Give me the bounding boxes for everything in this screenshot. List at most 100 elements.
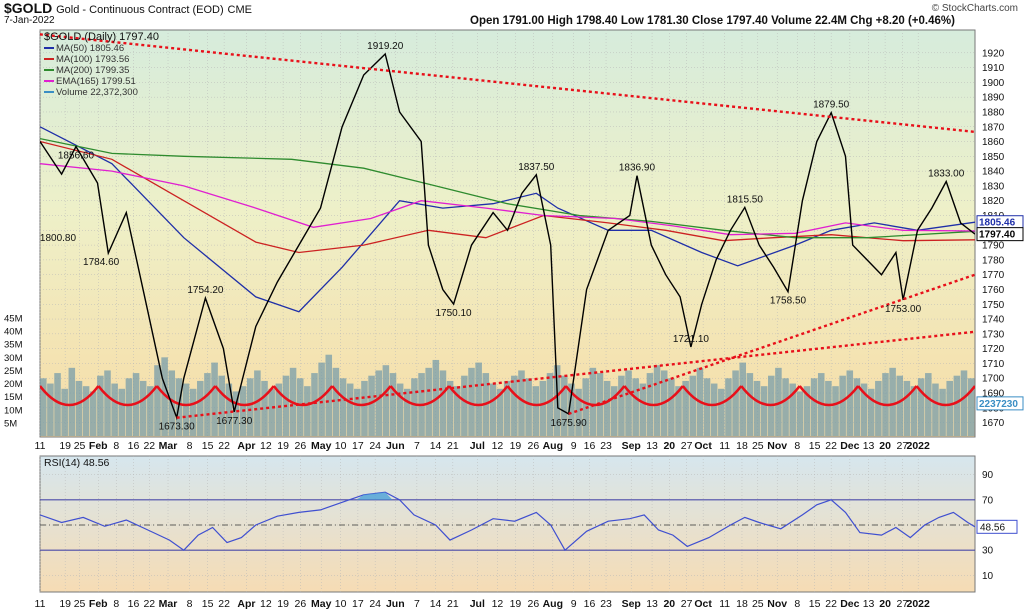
symbol-title: $GOLD Gold - Continuous Contract (EOD) C… xyxy=(4,0,252,16)
volume-bar xyxy=(375,370,382,436)
volume-bar xyxy=(525,378,532,436)
x-tick-label: 19 xyxy=(277,440,289,452)
volume-bar xyxy=(896,375,904,436)
price-tick-label: 1890 xyxy=(982,93,1005,104)
price-tick-label: 1670 xyxy=(982,418,1005,429)
volume-bar xyxy=(404,388,411,436)
x-tick-label-bottom: 10 xyxy=(335,598,347,610)
x-tick-label-bottom: 20 xyxy=(663,598,675,610)
ma-line xyxy=(40,126,975,313)
cycle-arc xyxy=(857,385,918,407)
volume-bar xyxy=(875,380,882,436)
price-annotation: 1758.50 xyxy=(770,296,807,307)
rsi-overbought-fill xyxy=(356,492,393,500)
volume-bar xyxy=(889,367,896,436)
volume-bar xyxy=(639,383,647,436)
rsi-value-badge xyxy=(976,519,1018,534)
x-tick-label-bottom: 13 xyxy=(646,598,658,610)
volume-tick-label: 35M xyxy=(4,340,23,351)
right-badge-label: 1797.40 xyxy=(979,230,1016,241)
volume-bar xyxy=(139,380,147,436)
cycle-arc xyxy=(448,385,509,407)
volume-bar xyxy=(718,388,725,436)
x-tick-label-bottom: 18 xyxy=(736,598,748,610)
price-panel-title: $GOLD (Daily) 1797.40 xyxy=(44,31,159,43)
volume-bar xyxy=(461,375,468,436)
volume-bar xyxy=(760,386,768,436)
price-tick-label: 1740 xyxy=(982,315,1005,326)
volume-bar xyxy=(182,383,190,436)
volume-bar xyxy=(668,378,675,436)
x-tick-label: Feb xyxy=(89,440,108,452)
price-line xyxy=(40,52,975,421)
x-tick-label: 8 xyxy=(113,440,119,452)
x-tick-label-bottom: 8 xyxy=(113,598,119,610)
volume-bar xyxy=(118,388,126,436)
volume-bar xyxy=(703,378,711,436)
x-tick-label: 13 xyxy=(863,440,875,452)
x-tick-label: 8 xyxy=(794,440,800,452)
volume-bar xyxy=(839,375,846,436)
x-tick-label-bottom: 8 xyxy=(187,598,193,610)
volume-bar xyxy=(539,380,547,436)
price-tick-label: 1920 xyxy=(982,48,1005,59)
price-tick-label: 1910 xyxy=(982,63,1005,74)
x-tick-label: 19 xyxy=(59,440,71,452)
x-tick-label-bottom: 19 xyxy=(277,598,289,610)
ma-line xyxy=(40,140,975,254)
x-tick-label: 27 xyxy=(681,440,693,452)
price-annotation: 1784.60 xyxy=(83,257,120,268)
volume-bar xyxy=(154,365,161,436)
volume-bar xyxy=(732,370,739,436)
volume-tick-label: 45M xyxy=(4,314,23,325)
price-annotation: 1675.90 xyxy=(551,418,588,429)
volume-bar xyxy=(246,378,254,436)
x-tick-label: 15 xyxy=(809,440,821,452)
stockcharts-credit: © StockCharts.com xyxy=(931,3,1018,14)
price-grid xyxy=(39,30,975,437)
x-tick-label: Oct xyxy=(694,440,712,452)
x-tick-label: 22 xyxy=(143,440,155,452)
rsi-tick-label: 30 xyxy=(982,546,994,557)
x-tick-label-bottom: 16 xyxy=(584,598,596,610)
x-tick-label: Jun xyxy=(386,440,405,452)
x-tick-label: 12 xyxy=(492,440,504,452)
volume-tick-label: 30M xyxy=(4,353,23,364)
volume-bar xyxy=(917,378,925,436)
x-tick-label-bottom: Jun xyxy=(386,598,405,610)
x-tick-label: 18 xyxy=(736,440,748,452)
volume-bar xyxy=(925,373,932,436)
cycle-arc xyxy=(155,385,217,407)
rsi-tick-label: 90 xyxy=(982,470,994,481)
price-tick-label: 1710 xyxy=(982,359,1005,370)
volume-bar xyxy=(197,380,204,436)
price-annotation: 1836.90 xyxy=(619,163,656,174)
price-annotation: 1721.10 xyxy=(673,334,710,345)
price-tick-label: 1720 xyxy=(982,344,1005,355)
volume-bar xyxy=(161,357,168,436)
x-tick-label: 25 xyxy=(74,440,86,452)
volume-bar xyxy=(211,362,218,436)
x-tick-label: 2022 xyxy=(907,440,931,452)
price-annotations: 1919.20 1856.60 1800.80 1784.60 1754.20 1673.… xyxy=(40,41,965,433)
price-annotation: 1919.20 xyxy=(367,41,404,52)
x-tick-label: 20 xyxy=(879,440,891,452)
x-tick-label-bottom: May xyxy=(311,598,332,610)
x-tick-label-bottom: 2022 xyxy=(907,598,931,610)
price-tick-label: 1880 xyxy=(982,107,1005,118)
x-tick-label-bottom: 19 xyxy=(510,598,522,610)
volume-bar xyxy=(932,383,939,436)
x-tick-label: 11 xyxy=(35,440,46,452)
volume-bar xyxy=(853,378,861,436)
x-tick-label-bottom: 9 xyxy=(571,598,577,610)
volume-bar xyxy=(825,380,832,436)
legend-label: MA(50) 1805.46 xyxy=(56,43,124,54)
cycle-arc xyxy=(389,385,451,407)
price-tick-label: 1750 xyxy=(982,300,1005,311)
x-tick-label: 8 xyxy=(187,440,193,452)
x-tick-label-bottom: 19 xyxy=(59,598,71,610)
volume-bar xyxy=(125,378,133,436)
x-tick-label-bottom: 22 xyxy=(218,598,230,610)
x-tick-label: 22 xyxy=(218,440,230,452)
price-tick-label: 1790 xyxy=(982,241,1005,252)
